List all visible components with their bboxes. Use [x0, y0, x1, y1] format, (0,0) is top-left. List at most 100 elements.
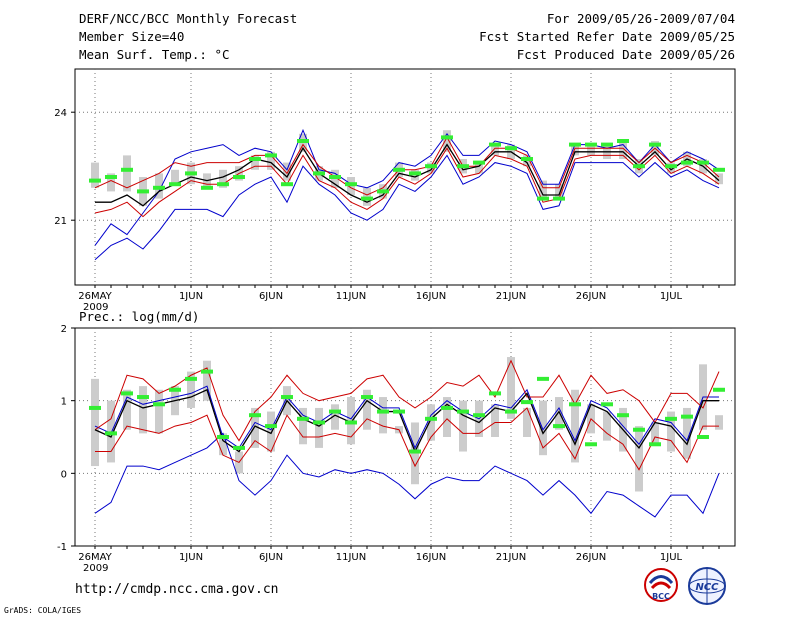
prec-obs-marker: [617, 413, 629, 418]
temp-spread-box: [539, 180, 547, 199]
prec-obs-marker: [569, 402, 581, 407]
prec-spread-box: [459, 400, 467, 452]
source-url[interactable]: http://cmdp.ncc.cma.gov.cn: [75, 582, 279, 597]
temp-x-tick-label: 16JUN: [416, 291, 446, 302]
variable-label: Mean Surf. Temp.: °C: [79, 47, 230, 62]
prec-spread-box: [91, 378, 99, 467]
temp-obs-marker: [585, 142, 597, 147]
prec-obs-marker: [441, 405, 453, 410]
prec-obs-marker: [169, 387, 181, 392]
temp-obs-marker: [297, 139, 309, 143]
prec-obs-marker: [201, 369, 213, 374]
prec-spread-box: [443, 397, 451, 437]
prec-spread-box: [715, 415, 723, 430]
temp-obs-marker: [217, 182, 229, 187]
temp-obs-marker: [185, 171, 197, 176]
temp-x-tick-label: 11JUN: [336, 291, 366, 302]
prec-spread-box: [427, 404, 435, 441]
temp-obs-marker: [441, 135, 453, 140]
temp-obs-marker: [361, 196, 373, 201]
prec-x-tick-label: 16JUN: [416, 552, 446, 563]
forecast-period: For 2009/05/26-2009/07/04: [546, 11, 735, 26]
temp-obs-marker: [313, 171, 325, 176]
prec-obs-marker: [297, 416, 309, 421]
temp-obs-marker: [425, 164, 437, 169]
temp-obs-marker: [537, 196, 549, 201]
prec-obs-marker: [105, 431, 117, 436]
temp-spread-box: [283, 162, 291, 181]
prec-obs-marker: [361, 395, 373, 400]
prec-x-year-label: 2009: [83, 563, 108, 574]
temp-x-year-label: 2009: [83, 302, 108, 313]
prec-spread-box: [219, 433, 227, 456]
prec-obs-marker: [505, 409, 517, 414]
prec-spread-box: [267, 411, 275, 452]
prec-obs-marker: [601, 402, 613, 407]
prec-spread-box: [315, 407, 323, 448]
temp-x-tick-label: 6JUN: [259, 291, 283, 302]
prec-obs-marker: [137, 395, 149, 400]
temp-obs-marker: [473, 160, 485, 165]
temp-spread-box: [91, 162, 99, 188]
prec-obs-marker: [489, 391, 501, 396]
prec-obs-marker: [537, 376, 549, 381]
prec-series-upper-line: [94, 359, 720, 442]
prec-series-min-line: [94, 385, 719, 450]
prec-obs-marker: [217, 435, 229, 439]
prec-obs-marker: [473, 413, 485, 418]
temp-series-upper-line: [94, 136, 720, 196]
prec-spread-box: [299, 407, 307, 445]
temp-series-min-line: [94, 154, 720, 261]
temp-plot-frame: [74, 68, 736, 286]
temp-spread-box: [619, 141, 627, 159]
temp-obs-marker: [105, 175, 117, 179]
temp-obs-marker: [377, 189, 389, 194]
prec-obs-marker: [521, 400, 533, 405]
prec-y-tick-label: 1: [61, 397, 67, 408]
prec-x-tick-label: 26MAY: [78, 552, 112, 563]
prec-obs-marker: [585, 442, 597, 447]
grads-credit: GrADS: COLA/IGES: [4, 606, 82, 615]
temp-spread-box: [475, 162, 483, 174]
prec-obs-marker: [281, 395, 293, 400]
prec-obs-marker: [713, 387, 725, 392]
prec-spread-box: [203, 360, 211, 401]
prec-obs-marker: [681, 414, 693, 419]
prec-y-tick-label: 0: [61, 469, 67, 480]
temp-obs-marker: [201, 185, 213, 190]
prec-x-tick-label: 26JUN: [576, 552, 606, 563]
prec-spread-box: [379, 397, 387, 434]
prec-obs-marker: [425, 416, 437, 421]
prec-obs-marker: [697, 435, 709, 439]
prec-obs-marker: [457, 409, 469, 414]
temp-spread-box: [107, 173, 115, 192]
chart-title: DERF/NCC/BCC Monthly Forecast: [79, 11, 298, 26]
temp-spread-box: [171, 169, 179, 185]
temp-series-mean-line: [95, 143, 720, 207]
prec-spread-box: [491, 404, 499, 437]
prec-spread-box: [603, 411, 611, 441]
prec-obs-marker: [249, 413, 261, 418]
temp-series-max-line: [94, 128, 720, 246]
temp-spread-box: [491, 144, 499, 156]
prec-series-max-line: [94, 432, 720, 518]
temp-x-tick-label: 1JUL: [660, 291, 683, 302]
prec-obs-marker: [633, 427, 645, 432]
prec-series-mean-line: [94, 388, 719, 454]
prec-y-tick-label: -1: [57, 542, 67, 553]
temp-obs-marker: [233, 175, 245, 179]
prec-series-lower-line: [95, 407, 719, 471]
prec-x-tick-label: 11JUN: [336, 552, 366, 563]
prec-spread-box: [363, 389, 371, 430]
prec-spread-box: [539, 400, 547, 456]
prec-obs-marker: [665, 416, 677, 421]
forecast-produced-date: Fcst Produced Date 2009/05/26: [516, 47, 735, 62]
prec-obs-marker: [89, 405, 101, 410]
temp-obs-marker: [457, 164, 469, 169]
temp-spread-box: [251, 155, 259, 170]
temp-obs-marker: [249, 157, 261, 161]
prec-obs-marker: [393, 409, 405, 414]
temp-spread-box: [443, 130, 451, 152]
temp-spread-box: [587, 144, 595, 156]
prec-spread-box: [155, 389, 163, 434]
